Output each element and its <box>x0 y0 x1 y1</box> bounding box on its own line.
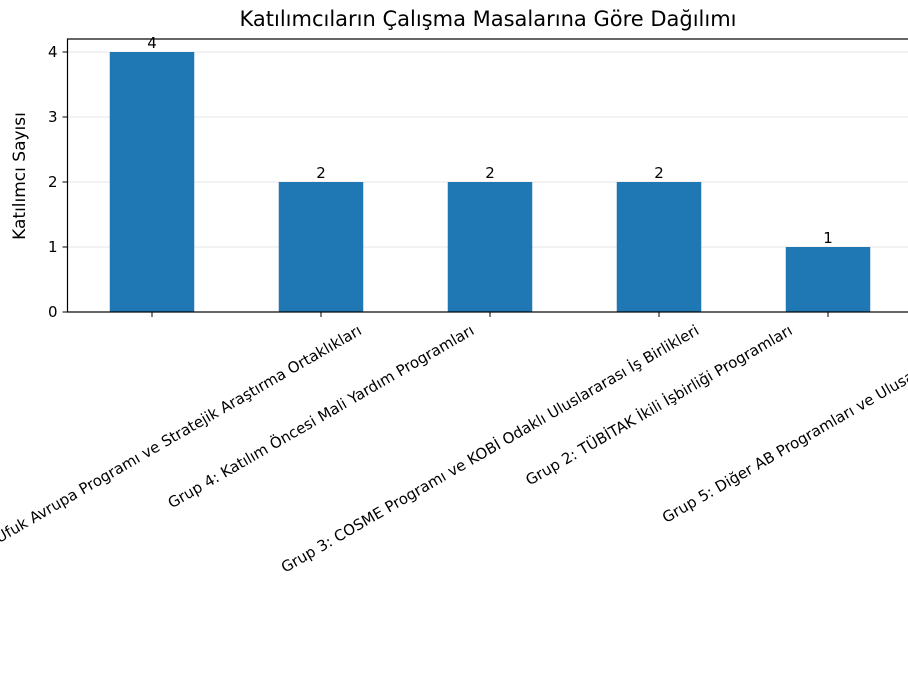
value-label: 1 <box>823 229 833 247</box>
x-tick-label: Grup 1: Ufuk Avrupa Programı ve Strateji… <box>0 321 365 577</box>
y-tick-label: 2 <box>48 173 58 191</box>
bar <box>447 182 533 312</box>
value-label: 2 <box>316 164 326 182</box>
bar <box>616 182 702 312</box>
bar <box>785 247 871 312</box>
value-label: 2 <box>654 164 664 182</box>
y-tick-label: 4 <box>48 43 58 61</box>
axes-frame <box>66 38 908 313</box>
y-axis-label: Katılımcı Sayısı <box>10 112 30 240</box>
y-tick-label: 0 <box>48 303 58 321</box>
y-tick-label: 1 <box>48 238 58 256</box>
x-tick-label: Grup 3: COSME Programı ve KOBİ Odaklı Ul… <box>277 320 702 576</box>
y-tick-label: 3 <box>48 108 58 126</box>
chart-title: Katılımcıların Çalışma Masalarına Göre D… <box>239 7 736 31</box>
x-tick-label: Grup 5: Diğer AB Programları ve Ulusal P… <box>659 321 908 527</box>
bar <box>278 182 364 312</box>
value-label: 4 <box>147 34 157 52</box>
bar <box>109 52 195 312</box>
value-label: 2 <box>485 164 495 182</box>
